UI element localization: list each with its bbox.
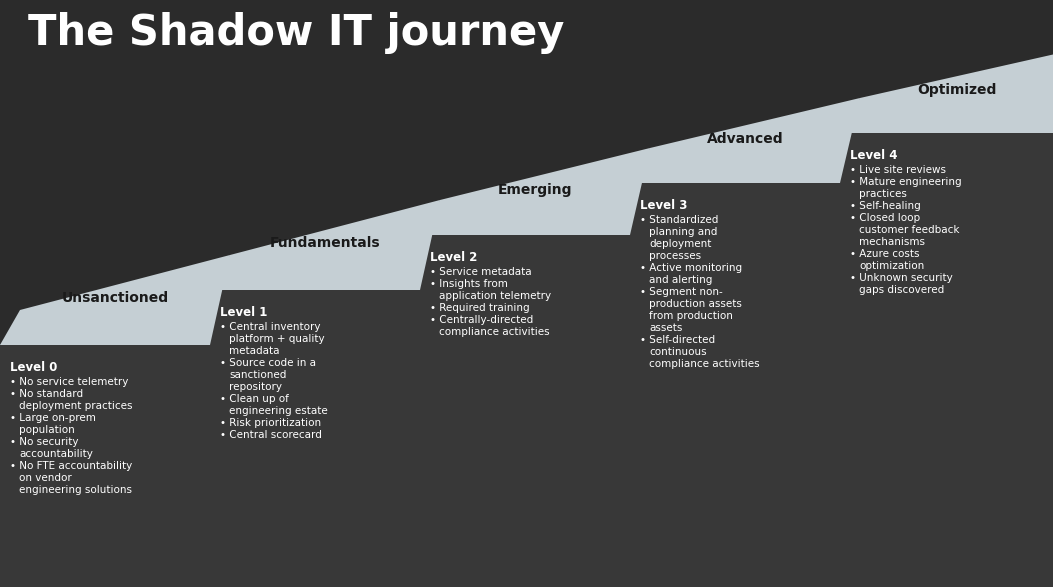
Text: optimization: optimization — [859, 261, 925, 271]
Polygon shape — [420, 235, 630, 587]
Text: Level 1: Level 1 — [220, 306, 267, 319]
Text: Level 2: Level 2 — [430, 251, 477, 264]
Text: Unsanctioned: Unsanctioned — [61, 291, 168, 305]
Text: application telemetry: application telemetry — [439, 291, 551, 301]
Text: • Service metadata: • Service metadata — [430, 267, 532, 277]
Text: • Central scorecard: • Central scorecard — [220, 430, 322, 440]
Text: • Risk prioritization: • Risk prioritization — [220, 418, 321, 428]
Text: sanctioned: sanctioned — [229, 370, 286, 380]
Text: • Large on-prem: • Large on-prem — [9, 413, 96, 423]
Text: Optimized: Optimized — [917, 83, 996, 97]
Text: Level 4: Level 4 — [850, 149, 897, 162]
Polygon shape — [0, 255, 230, 345]
Text: • Centrally-directed: • Centrally-directed — [430, 315, 533, 325]
Polygon shape — [210, 200, 440, 290]
Text: repository: repository — [229, 382, 282, 392]
Polygon shape — [840, 50, 1053, 133]
Text: deployment: deployment — [649, 239, 712, 249]
Text: assets: assets — [649, 323, 682, 333]
Text: • Central inventory: • Central inventory — [220, 322, 320, 332]
Text: customer feedback: customer feedback — [859, 225, 959, 235]
Text: Fundamentals: Fundamentals — [270, 236, 380, 250]
Text: • Self-healing: • Self-healing — [850, 201, 920, 211]
Text: Emerging: Emerging — [498, 183, 572, 197]
Text: processes: processes — [649, 251, 701, 261]
Polygon shape — [0, 113, 1053, 411]
Text: engineering estate: engineering estate — [229, 406, 327, 416]
Polygon shape — [0, 85, 1053, 373]
Text: • Standardized: • Standardized — [640, 215, 718, 225]
Text: mechanisms: mechanisms — [859, 237, 925, 247]
Text: • Azure costs: • Azure costs — [850, 249, 919, 259]
Text: continuous: continuous — [649, 347, 707, 357]
Text: • Clean up of: • Clean up of — [220, 394, 289, 404]
Text: Level 3: Level 3 — [640, 199, 688, 212]
Text: • Unknown security: • Unknown security — [850, 273, 953, 283]
Polygon shape — [0, 85, 1053, 353]
Text: • Mature engineering: • Mature engineering — [850, 177, 961, 187]
Text: • Source code in a: • Source code in a — [220, 358, 316, 368]
Polygon shape — [630, 183, 840, 587]
Text: on vendor: on vendor — [19, 473, 72, 483]
Text: The Shadow IT journey: The Shadow IT journey — [28, 12, 564, 54]
Polygon shape — [0, 345, 210, 587]
Text: engineering solutions: engineering solutions — [19, 485, 132, 495]
Polygon shape — [630, 98, 860, 183]
Text: planning and: planning and — [649, 227, 717, 237]
Text: population: population — [19, 425, 75, 435]
Text: gaps discovered: gaps discovered — [859, 285, 945, 295]
Text: • Active monitoring: • Active monitoring — [640, 263, 742, 273]
Text: compliance activities: compliance activities — [439, 327, 550, 337]
Text: platform + quality: platform + quality — [229, 334, 324, 344]
Polygon shape — [840, 133, 1053, 587]
Text: accountability: accountability — [19, 449, 93, 459]
Text: • No standard: • No standard — [9, 389, 83, 399]
Polygon shape — [420, 148, 650, 235]
Text: • Segment non-: • Segment non- — [640, 287, 722, 297]
Text: production assets: production assets — [649, 299, 742, 309]
Text: • Closed loop: • Closed loop — [850, 213, 920, 223]
Text: practices: practices — [859, 189, 907, 199]
Text: • No security: • No security — [9, 437, 79, 447]
Text: metadata: metadata — [229, 346, 279, 356]
Text: • Required training: • Required training — [430, 303, 530, 313]
Text: • No FTE accountability: • No FTE accountability — [9, 461, 133, 471]
Text: • Live site reviews: • Live site reviews — [850, 165, 946, 175]
Text: deployment practices: deployment practices — [19, 401, 133, 411]
Polygon shape — [210, 290, 420, 587]
Text: Advanced: Advanced — [707, 131, 783, 146]
Text: Level 0: Level 0 — [9, 361, 57, 374]
Text: • Insights from: • Insights from — [430, 279, 508, 289]
Text: compliance activities: compliance activities — [649, 359, 759, 369]
Text: • No service telemetry: • No service telemetry — [9, 377, 128, 387]
Text: • Self-directed: • Self-directed — [640, 335, 715, 345]
Text: and alerting: and alerting — [649, 275, 713, 285]
Text: from production: from production — [649, 311, 733, 321]
